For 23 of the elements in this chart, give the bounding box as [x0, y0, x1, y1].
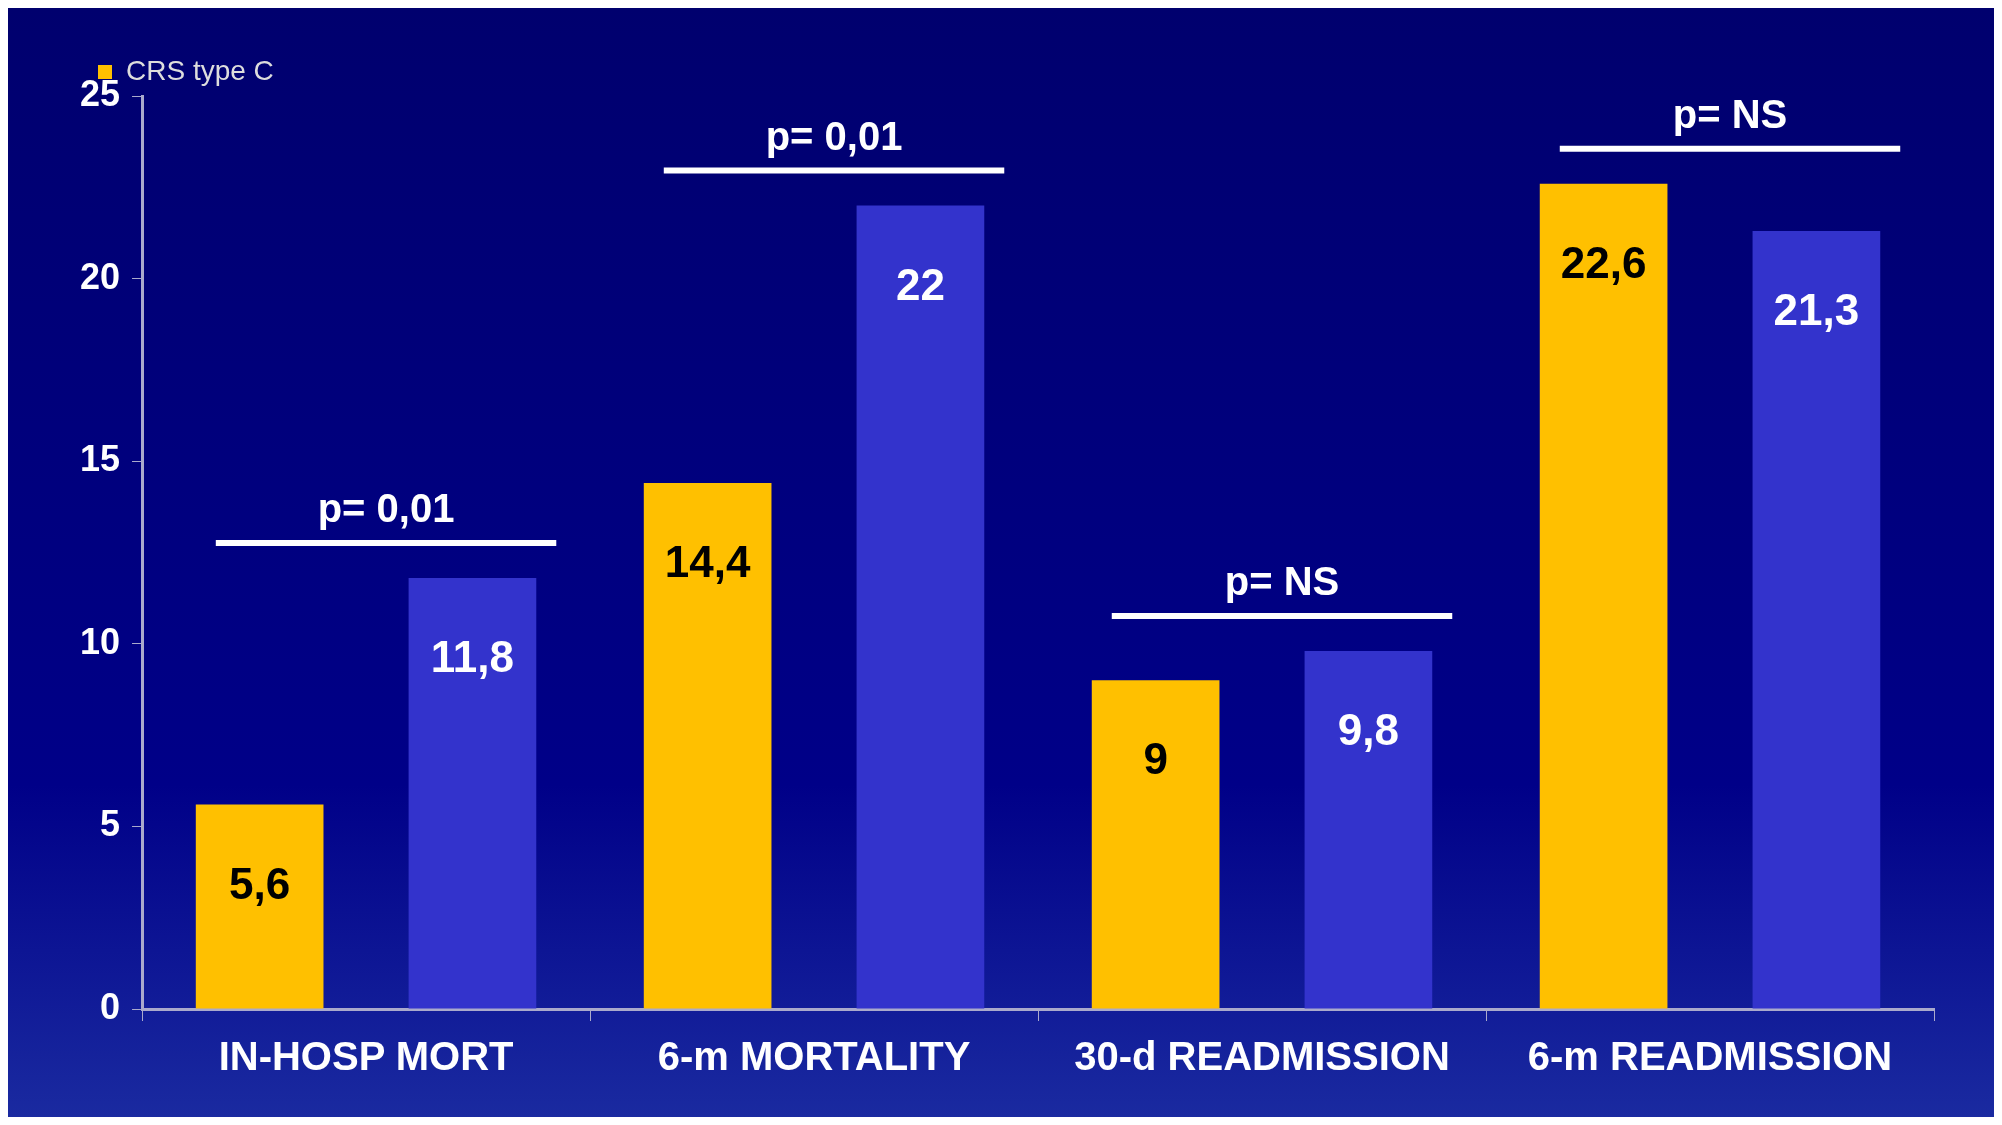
y-tick-label: 10 [80, 620, 121, 662]
data-label: 9 [1143, 734, 1168, 784]
data-label: 5,6 [229, 858, 291, 908]
annotation: p= 0,01 [765, 113, 903, 158]
y-tick-label: 20 [80, 255, 121, 297]
annotation: p= NS [1224, 559, 1340, 604]
data-label: 14,4 [664, 537, 751, 587]
y-tick-label: 25 [80, 72, 121, 114]
data-label: 9,8 [1337, 705, 1399, 755]
legend-label: CRS type C [126, 54, 274, 86]
annotation: p= NS [1672, 91, 1788, 136]
data-label: 22 [895, 259, 945, 309]
x-tick-label: 30-d READMISSION [1074, 1034, 1450, 1079]
x-tick-label: 6-m MORTALITY [657, 1034, 971, 1079]
annotation: p= 0,01 [317, 486, 455, 531]
y-tick-label: 15 [80, 438, 121, 480]
x-tick-label: 6-m READMISSION [1527, 1034, 1893, 1079]
y-tick-label: 5 [100, 803, 121, 845]
data-label: 21,3 [1773, 285, 1860, 335]
data-label: 11,8 [430, 632, 515, 682]
data-label: 22,6 [1560, 237, 1647, 287]
y-tick-label: 0 [100, 985, 121, 1027]
x-tick-label: IN-HOSP MORT [218, 1034, 514, 1079]
